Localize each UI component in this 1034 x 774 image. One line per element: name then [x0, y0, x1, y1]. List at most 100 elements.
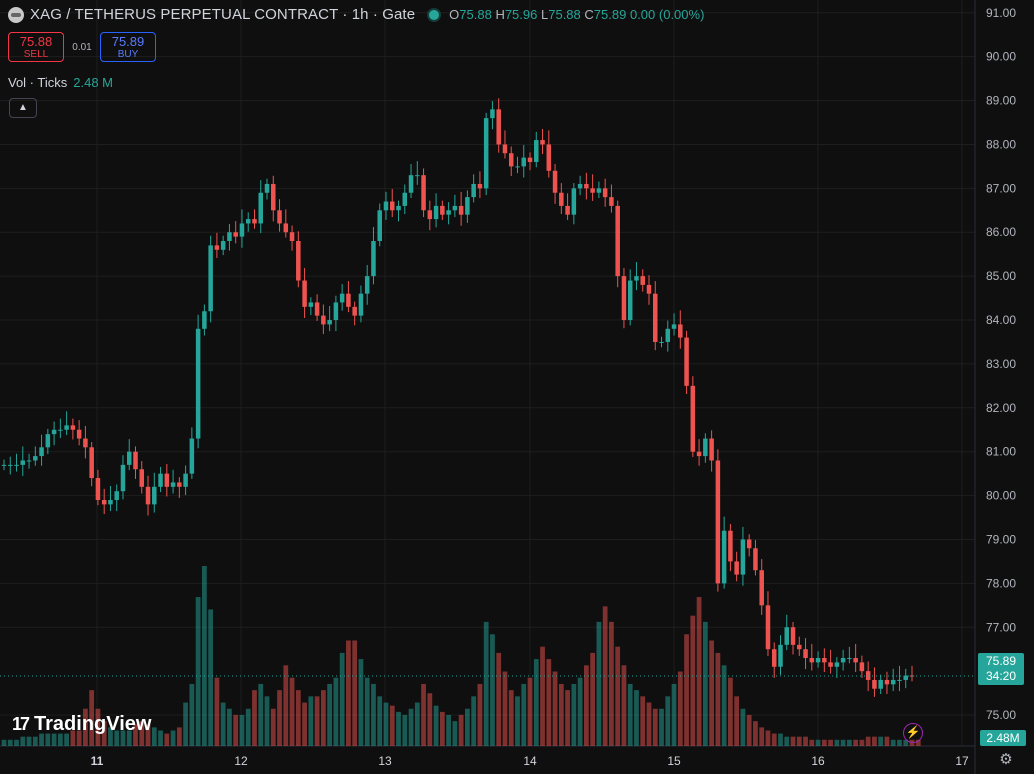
candle-body: [678, 324, 683, 338]
candle-body: [302, 280, 307, 307]
candle-body: [690, 385, 696, 452]
candle-body: [496, 109, 501, 145]
candle-body: [903, 675, 908, 680]
y-tick-label: 89.00: [986, 94, 1016, 108]
volume-bar: [421, 683, 426, 746]
volume-bar: [333, 677, 339, 746]
candle-body: [684, 337, 689, 386]
sell-button[interactable]: 75.88 SELL: [8, 32, 64, 62]
candle-body: [89, 447, 94, 479]
tradingview-logo[interactable]: 17 TradingView: [12, 713, 151, 736]
candle-body: [83, 438, 88, 448]
volume-bar: [884, 736, 890, 746]
candle-body: [822, 657, 827, 663]
volume-legend[interactable]: Vol · Ticks 2.48 M: [8, 75, 113, 90]
candle-body: [458, 205, 464, 215]
candle-body: [596, 188, 602, 193]
candle-body: [590, 188, 595, 193]
volume-bar: [202, 566, 207, 746]
y-tick-label: 87.00: [986, 181, 1016, 195]
volume-bar: [120, 730, 126, 746]
candle-body: [364, 276, 370, 294]
bar-countdown: 34:20: [985, 669, 1017, 683]
candle-body: [120, 464, 126, 492]
candle-body: [759, 570, 764, 606]
chevron-up-icon[interactable]: ▲: [9, 98, 37, 118]
spread-value: 0.01: [72, 41, 92, 53]
candle-body: [45, 434, 51, 448]
candle-body: [233, 232, 238, 237]
candle-body: [659, 341, 664, 343]
candle-body: [646, 284, 652, 294]
volume-bar: [452, 721, 458, 746]
candle-body: [58, 429, 63, 431]
x-tick-label: 15: [667, 754, 681, 768]
lightning-icon[interactable]: ⚡: [903, 723, 923, 743]
candle-body: [765, 605, 771, 650]
y-tick-label: 91.00: [986, 6, 1016, 20]
candle-body: [189, 438, 195, 474]
buy-button[interactable]: 75.89 BUY: [100, 32, 156, 62]
volume-bar: [233, 714, 239, 746]
volume-bar: [189, 683, 195, 746]
y-tick-label: 88.00: [986, 137, 1016, 151]
volume-bar: [108, 727, 113, 746]
volume-bar: [796, 736, 802, 746]
volume-bar: [346, 640, 351, 746]
gear-icon[interactable]: ⚙: [999, 751, 1013, 768]
volume-bar: [364, 677, 370, 746]
volume-bar: [915, 739, 921, 746]
volume-bar: [609, 621, 614, 746]
candle-body: [728, 530, 733, 562]
candle-body: [95, 478, 101, 500]
candle-body: [421, 175, 426, 211]
volume-bar: [759, 727, 765, 746]
volume-bar: [145, 724, 151, 746]
candle-body: [734, 561, 739, 575]
volume-bar: [602, 606, 608, 746]
candle-body: [26, 460, 32, 462]
candle-body: [602, 188, 608, 198]
candle-body: [327, 320, 332, 325]
candle-body: [665, 328, 671, 342]
volume-bar: [765, 730, 771, 746]
candle-body: [51, 429, 57, 435]
candle-body: [803, 649, 808, 658]
volume-bar: [859, 739, 865, 746]
candle-body: [289, 232, 295, 242]
volume-bar: [834, 739, 840, 746]
volume-legend-label: Vol · Ticks: [8, 75, 68, 90]
candle-body: [126, 451, 132, 465]
candle-body: [245, 219, 251, 224]
candle-body: [164, 473, 170, 487]
logo-text: TradingView: [34, 713, 152, 735]
market-open-icon: [429, 9, 440, 20]
volume-bar: [677, 671, 683, 746]
candle-body: [383, 201, 389, 211]
volume-bar: [477, 683, 483, 746]
volume-bar: [314, 696, 320, 746]
symbol-title[interactable]: XAG / TETHERUS PERPETUAL CONTRACT · 1h ·…: [30, 6, 416, 23]
change-readout: 0.00 (0.00%): [629, 7, 705, 22]
volume-bar: [490, 634, 495, 746]
volume-bar: [615, 646, 621, 746]
candle-body: [715, 460, 721, 584]
volume-bar: [865, 736, 871, 746]
candle-body: [321, 315, 326, 325]
volume-bar: [151, 727, 157, 746]
volume-bar: [853, 739, 859, 746]
volume-bar: [183, 702, 188, 746]
volume-bar: [671, 683, 677, 746]
candle-body: [271, 183, 276, 211]
candle-body: [859, 662, 865, 672]
volume-bar: [283, 665, 289, 746]
volume-bar: [258, 683, 264, 746]
volume-bar: [533, 659, 539, 746]
volume-bar: [665, 696, 671, 746]
candle-body: [709, 438, 714, 461]
volume-bar: [64, 733, 70, 746]
volume-bar: [327, 683, 333, 746]
volume-bar: [690, 615, 696, 746]
y-tick-label: 86.00: [986, 225, 1016, 239]
